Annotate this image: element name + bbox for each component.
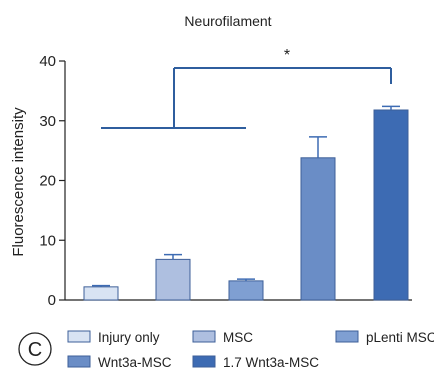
bar-4 <box>373 109 409 301</box>
legend-swatch-2 <box>335 330 359 343</box>
bar-2 <box>228 280 264 301</box>
legend-label-1: MSC <box>223 330 253 345</box>
bar-1 <box>155 258 191 301</box>
legend-label-3: Wnt3a-MSC <box>98 355 172 370</box>
panel-letter: C <box>28 339 42 361</box>
bar-0 <box>83 286 119 301</box>
y-tick-label: 20 <box>39 173 56 190</box>
legend-label-0: Injury only <box>98 330 160 345</box>
y-tick-label: 40 <box>39 53 56 70</box>
y-tick-label: 10 <box>39 232 56 249</box>
significance-bracket: * <box>101 47 392 129</box>
panel-label: C <box>18 332 52 366</box>
significance-label: * <box>284 47 290 64</box>
y-axis-title: Fluorescence intensity <box>10 107 27 257</box>
legend: Injury only MSC pLenti MSC Wnt3a-MSC 1.7 Wnt… <box>67 330 434 370</box>
legend-swatch-3 <box>67 355 91 368</box>
chart-title: Neurofilament <box>184 13 271 29</box>
bars <box>83 105 409 301</box>
legend-swatch-0 <box>67 330 91 343</box>
y-tick-label: 30 <box>39 113 56 130</box>
bar-3 <box>300 157 336 301</box>
legend-label-2: pLenti MSC <box>366 330 434 345</box>
y-tick-label: 0 <box>48 292 56 309</box>
legend-label-4: 1.7 Wnt3a-MSC <box>223 355 319 370</box>
axes: 0 10 20 30 40 <box>39 53 412 309</box>
legend-swatch-4 <box>192 355 216 368</box>
panel-letter-circle <box>18 332 52 366</box>
legend-swatch-1 <box>192 330 216 343</box>
